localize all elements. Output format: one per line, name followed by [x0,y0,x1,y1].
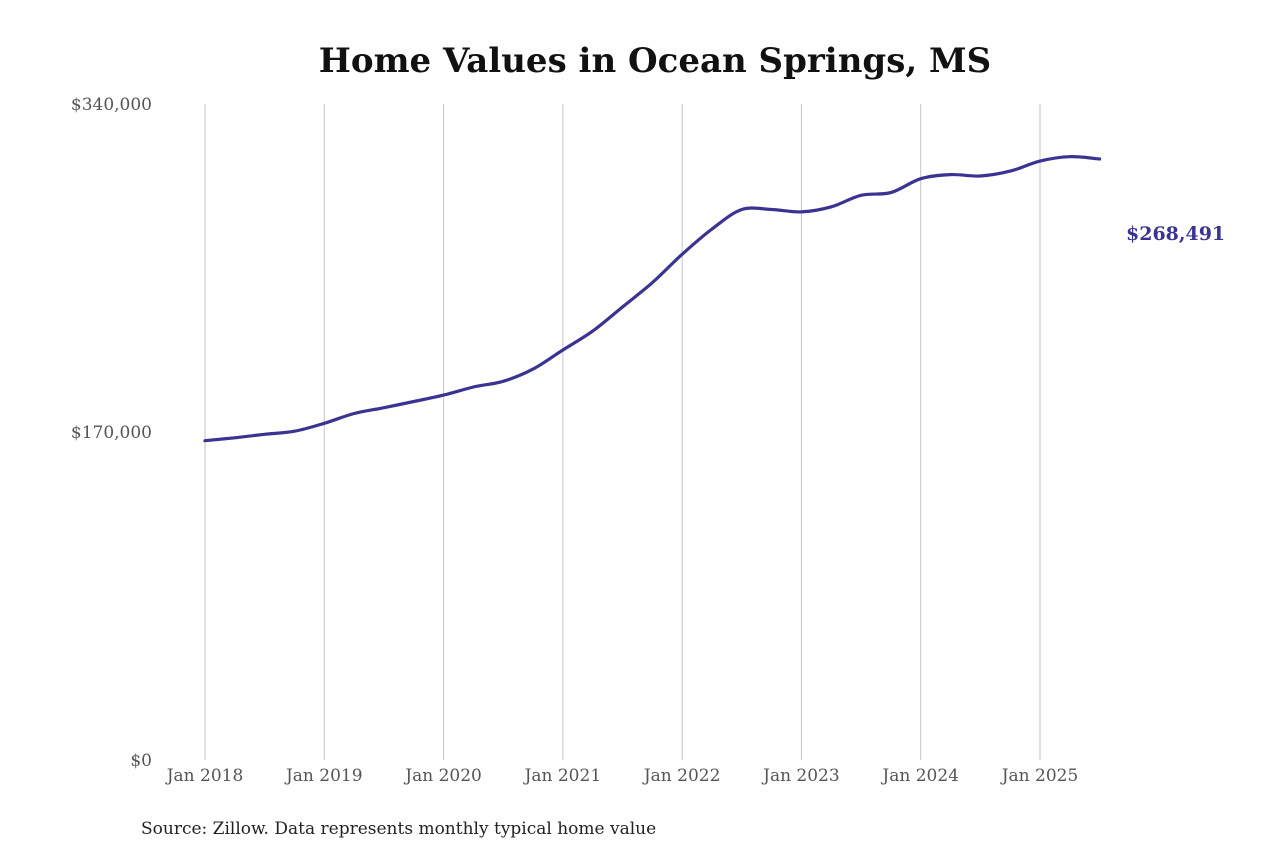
x-tick-label: Jan 2021 [523,766,602,786]
y-axis: $0 $170,000 $340,000 [71,95,152,771]
y-tick-label: $340,000 [71,95,152,115]
x-tick-label: Jan 2025 [1000,766,1079,786]
series-line-home-value [203,155,1102,443]
x-tick-label: Jan 2018 [165,766,244,786]
source-note: Source: Zillow. Data represents monthly … [141,819,656,839]
end-value-label: $268,491 [1126,223,1225,245]
x-tick-label: Jan 2022 [642,766,721,786]
x-axis: Jan 2018 Jan 2019 Jan 2020 Jan 2021 Jan 2022… [165,766,1079,786]
x-tick-label: Jan 2019 [284,766,363,786]
x-tick-label: Jan 2024 [880,766,959,786]
y-tick-label: $170,000 [71,423,152,443]
vertical-gridlines [204,104,1041,760]
chart-title: Home Values in Ocean Springs, MS [319,41,991,81]
x-tick-label: Jan 2023 [761,766,840,786]
x-tick-label: Jan 2020 [403,766,482,786]
y-tick-label: $0 [130,751,152,771]
